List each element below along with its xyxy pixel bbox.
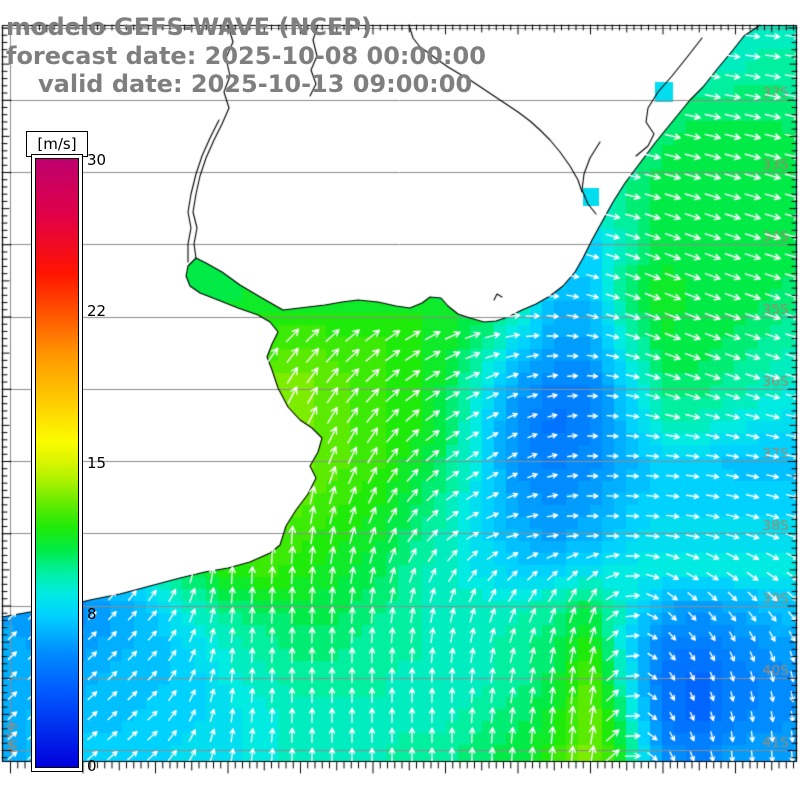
- colorbar-tick-22: 22: [87, 302, 107, 320]
- valid-date-label: valid date: 2025-10-13 09:00:00: [38, 70, 473, 98]
- colorbar-tick-8: 8: [87, 605, 97, 623]
- colorbar-gradient: [35, 158, 79, 768]
- colorbar: [31, 154, 83, 772]
- colorbar-tick-15: 15: [87, 454, 107, 472]
- colorbar-unit-label: [m/s]: [26, 131, 88, 157]
- forecast-date-label: forecast date: 2025-10-08 00:00:00: [6, 42, 486, 70]
- colorbar-tick-0: 0: [87, 757, 97, 775]
- colorbar-tick-30: 30: [87, 151, 107, 169]
- model-title: modelo GEFS-WAVE (NCEP): [6, 13, 372, 41]
